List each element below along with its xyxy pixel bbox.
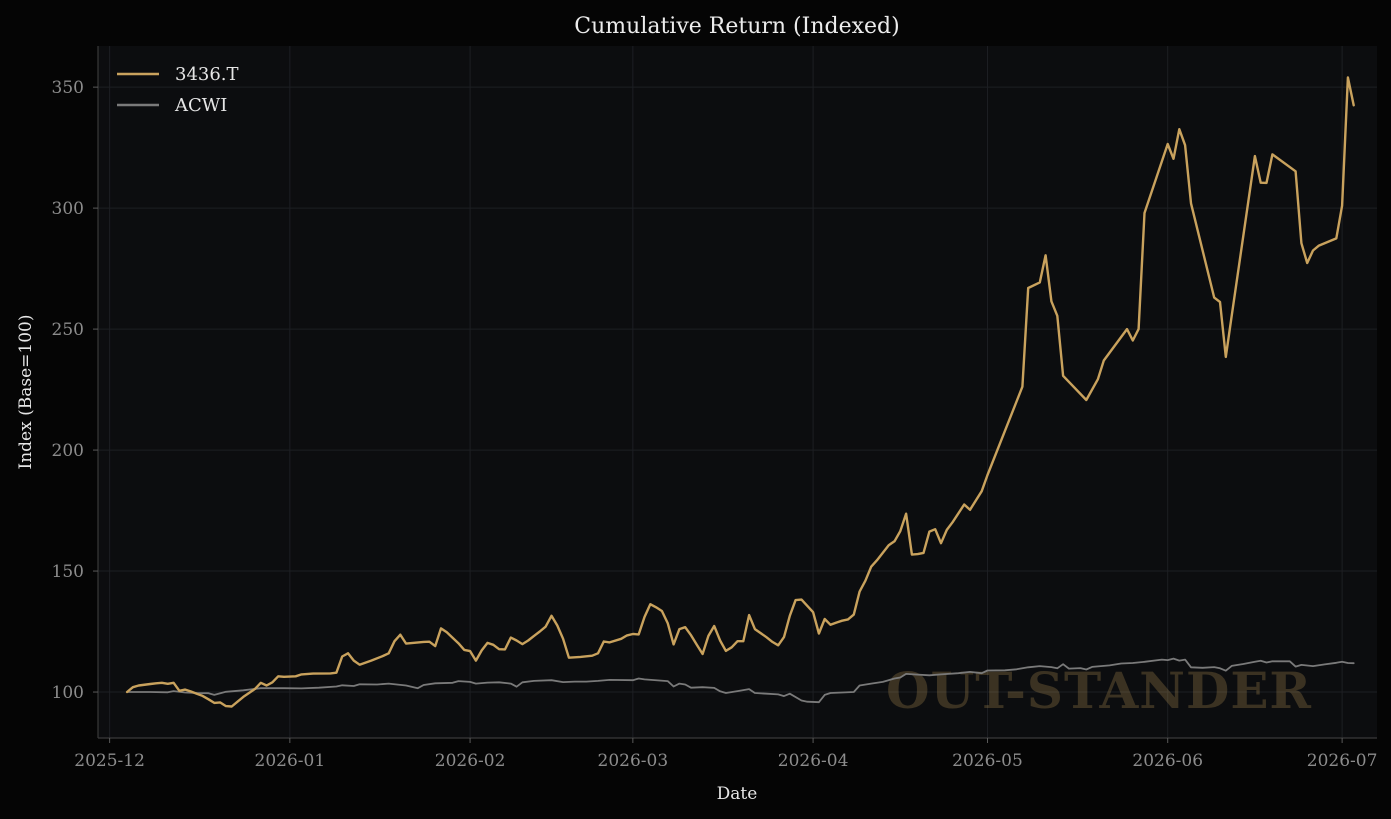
x-tick-label: 2025-12	[74, 751, 145, 771]
y-axis-label: Index (Base=100)	[16, 315, 36, 470]
axes	[97, 46, 1377, 739]
legend-label: ACWI	[174, 95, 227, 116]
grid	[98, 46, 1377, 738]
series-lines	[125, 76, 1355, 708]
y-tick-label: 200	[52, 441, 84, 461]
chart-title: Cumulative Return (Indexed)	[574, 14, 899, 39]
y-tick-label: 350	[52, 78, 84, 98]
ticks: 2025-12 2026-01 2026-02 2026-03 2026-04 2026-…	[52, 78, 1378, 771]
watermark: OUT-STANDER	[886, 661, 1312, 720]
x-tick-label: 2026-05	[952, 751, 1023, 771]
x-tick-label: 2026-04	[778, 751, 849, 771]
y-tick-label: 100	[52, 683, 84, 703]
x-tick-label: 2026-02	[435, 751, 506, 771]
x-tick-label: 2026-03	[598, 751, 669, 771]
x-tick-label: 2026-06	[1132, 751, 1203, 771]
y-tick-label: 150	[52, 562, 84, 582]
x-axis-label: Date	[717, 784, 758, 804]
legend-label: 3436.T	[175, 64, 239, 85]
series-line-acwi	[126, 657, 1355, 704]
series-line-3436-t	[125, 76, 1355, 708]
y-tick-label: 250	[52, 320, 84, 340]
x-tick-label: 2026-01	[255, 751, 326, 771]
y-tick-label: 300	[52, 199, 84, 219]
legend: 3436.T ACWI	[117, 64, 239, 116]
plot-area	[98, 46, 1377, 738]
x-tick-label: 2026-07	[1307, 751, 1378, 771]
